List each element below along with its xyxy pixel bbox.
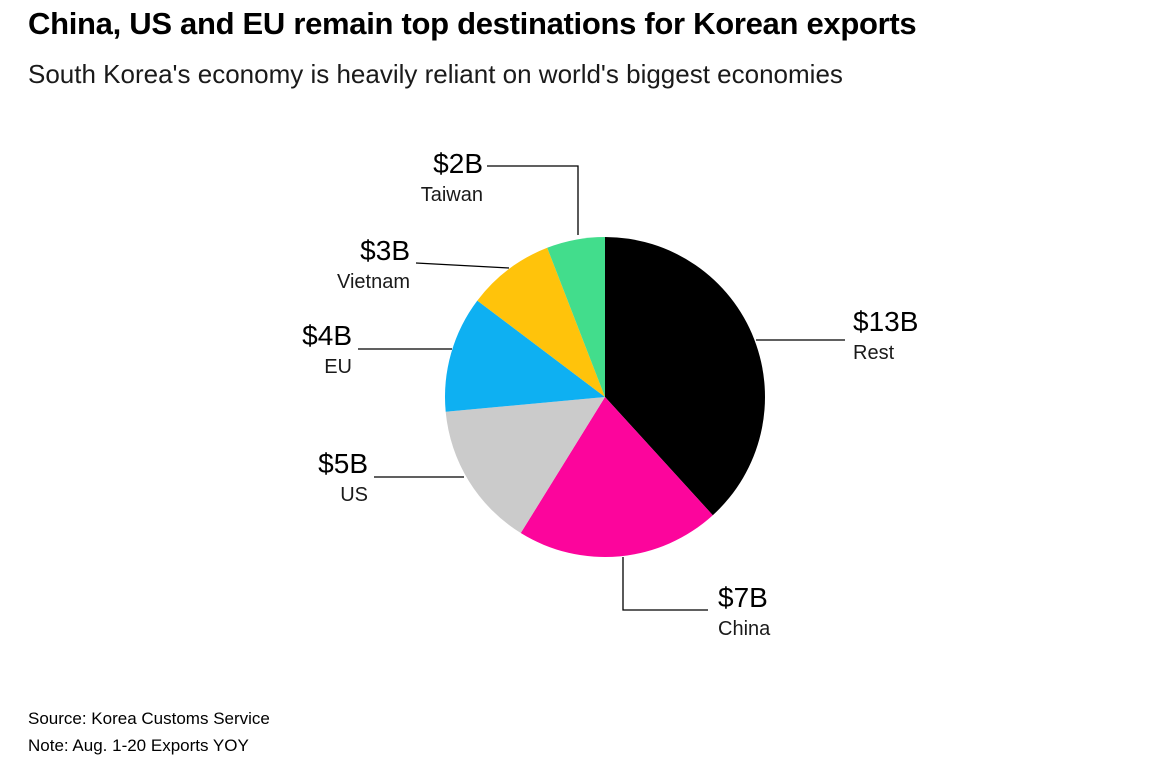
chart-title: China, US and EU remain top destinations… xyxy=(28,6,917,41)
slice-name-taiwan: Taiwan xyxy=(420,184,483,206)
slice-value-taiwan: $2B xyxy=(433,148,483,179)
leader-line-taiwan xyxy=(487,165,579,235)
slice-name-rest: Rest xyxy=(853,342,895,364)
slice-value-rest: $13B xyxy=(853,306,919,337)
chart-subtitle: South Korea's economy is heavily reliant… xyxy=(28,59,843,89)
slice-label-us: $5B US xyxy=(318,446,368,508)
slice-name-vietnam: Vietnam xyxy=(336,271,410,293)
slice-label-vietnam: $3B Vietnam xyxy=(337,233,410,295)
pie-slice-us xyxy=(445,397,605,534)
slice-label-rest: $13B Rest xyxy=(853,304,918,366)
slice-value-us: $5B xyxy=(318,448,368,479)
leader-line-vietnam xyxy=(415,262,510,269)
slice-label-china: $7B China xyxy=(718,580,770,642)
slice-value-china: $7B xyxy=(718,582,768,613)
slice-label-taiwan: $2B Taiwan xyxy=(421,146,483,208)
source-line: Source: Korea Customs Service xyxy=(28,709,270,728)
slice-value-vietnam: $3B xyxy=(360,235,410,266)
slice-value-eu: $4B xyxy=(302,320,352,351)
slice-name-eu: EU xyxy=(324,356,352,378)
leader-lines-group xyxy=(358,165,845,611)
pie-slice-taiwan xyxy=(547,237,605,397)
note-line: Note: Aug. 1-20 Exports YOY xyxy=(28,736,249,755)
slice-name-china: China xyxy=(718,618,771,640)
pie-slice-rest xyxy=(605,237,766,516)
leader-line-china xyxy=(622,557,708,611)
slice-label-eu: $4B EU xyxy=(302,318,352,380)
pie-slice-eu xyxy=(444,300,605,412)
chart-footer: Source: Korea Customs Service Note: Aug.… xyxy=(28,705,270,759)
pie-slice-china xyxy=(520,397,713,557)
pie-slices-group xyxy=(444,237,766,557)
pie-slice-vietnam xyxy=(477,247,605,397)
slice-name-us: US xyxy=(340,484,368,506)
